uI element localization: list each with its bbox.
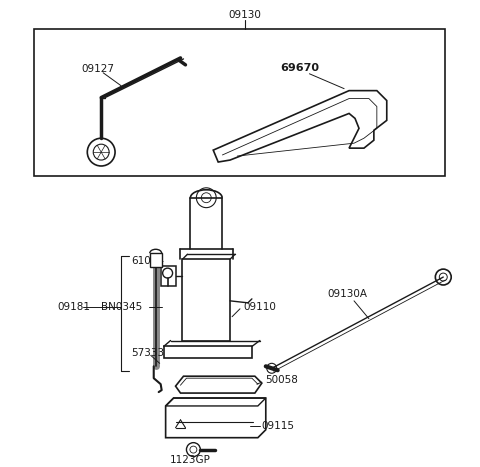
Text: 57333: 57333 [131, 348, 164, 358]
Text: 50058: 50058 [265, 375, 298, 385]
Text: 09130A: 09130A [327, 289, 367, 299]
Text: 09127: 09127 [81, 64, 114, 74]
Text: 09115: 09115 [262, 421, 295, 431]
Text: 69670: 69670 [280, 63, 319, 73]
Text: 09181: 09181 [58, 302, 91, 312]
Text: BN0345: BN0345 [101, 302, 143, 312]
Bar [34, 29, 445, 176]
Text: 09110: 09110 [243, 302, 276, 312]
Text: 09130: 09130 [228, 10, 262, 20]
Text: 1123GP: 1123GP [170, 454, 211, 465]
Bar [150, 253, 162, 267]
Text: 61084: 61084 [131, 256, 164, 266]
